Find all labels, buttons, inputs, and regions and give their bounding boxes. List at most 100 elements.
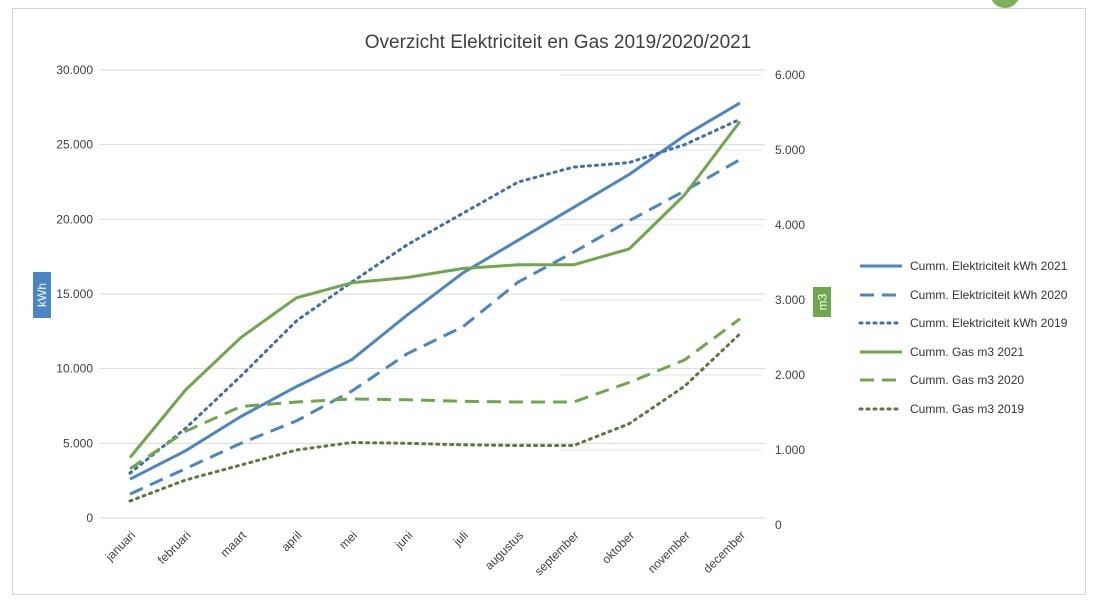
data-point <box>573 401 575 403</box>
data-point <box>351 359 353 361</box>
y-right-tick-label: 1.000 <box>775 443 805 457</box>
data-point <box>407 314 409 316</box>
data-point <box>240 416 242 418</box>
data-point <box>739 102 741 104</box>
legend-swatch <box>860 293 902 297</box>
data-point <box>573 445 575 447</box>
y-right-tick-label: 4.000 <box>775 218 805 232</box>
x-tick-label: december <box>700 528 748 576</box>
data-point <box>739 119 741 121</box>
series-line-0 <box>129 101 741 481</box>
data-point <box>129 472 131 474</box>
data-point <box>462 213 464 215</box>
data-point <box>407 353 409 355</box>
data-point <box>351 282 353 284</box>
data-point <box>185 389 187 391</box>
y-right-tick-label: 6.000 <box>775 68 805 82</box>
x-tick-label: mei <box>336 528 360 552</box>
data-point <box>462 444 464 446</box>
data-point <box>573 207 575 209</box>
y-left-tick-label: 5.000 <box>63 436 93 450</box>
data-point <box>739 121 741 123</box>
data-point <box>296 401 298 403</box>
data-point <box>462 401 464 403</box>
data-point <box>129 468 131 470</box>
data-point <box>573 166 575 168</box>
x-tick-label: januari <box>102 528 138 564</box>
legend: Cumm. Elektriciteit kWh 2021 Cumm. Elektr… <box>858 252 1067 423</box>
data-point <box>517 281 519 283</box>
series-line-1 <box>129 158 741 496</box>
data-point <box>296 386 298 388</box>
chart-frame <box>12 8 1086 595</box>
y-left-tick-label: 15.000 <box>56 287 93 301</box>
legend-label: Cumm. Gas m3 2020 <box>910 373 1025 388</box>
data-point <box>240 406 242 408</box>
corner-badge <box>990 0 1020 8</box>
legend-swatch <box>860 378 902 382</box>
data-point <box>129 478 131 480</box>
x-tick-label: juni <box>392 528 416 552</box>
data-point <box>739 333 741 335</box>
data-point <box>296 320 298 322</box>
y-right-tick-label: 2.000 <box>775 368 805 382</box>
x-tick-label: november <box>645 528 693 576</box>
data-point <box>684 135 686 137</box>
data-point <box>739 159 741 161</box>
data-point <box>351 398 353 400</box>
data-point <box>240 375 242 377</box>
data-point <box>129 493 131 495</box>
x-tick-label: augustus <box>482 528 526 572</box>
data-point <box>351 390 353 392</box>
data-point <box>185 468 187 470</box>
data-point <box>407 277 409 279</box>
series-line-5 <box>128 332 742 503</box>
legend-item: Cumm. Gas m3 2021 <box>858 338 1067 367</box>
data-point <box>129 500 131 502</box>
data-point <box>517 181 519 183</box>
data-point <box>628 382 630 384</box>
x-tick-label: februari <box>155 528 194 567</box>
data-point <box>684 144 686 146</box>
y-left-tick-label: 20.000 <box>56 212 93 226</box>
legend-swatch <box>860 350 902 354</box>
legend-label: Cumm. Gas m3 2019 <box>910 401 1025 416</box>
legend-item: Cumm. Gas m3 2019 <box>858 395 1067 424</box>
data-point <box>628 162 630 164</box>
data-point <box>628 248 630 250</box>
y-right-title: m3 <box>813 287 831 317</box>
data-point <box>462 326 464 328</box>
data-point <box>240 443 242 445</box>
data-point <box>185 450 187 452</box>
x-tick-label: juli <box>450 528 471 549</box>
series-line-3 <box>128 120 742 459</box>
series-line-4 <box>129 317 741 471</box>
data-point <box>296 420 298 422</box>
x-tick-label: maart <box>217 528 249 560</box>
legend-label: Cumm. Elektriciteit kWh 2020 <box>910 287 1068 302</box>
data-point <box>296 297 298 299</box>
y-left-tick-label: 25.000 <box>56 138 93 152</box>
y-right-tick-label: 5.000 <box>775 143 805 157</box>
data-point <box>739 318 741 320</box>
data-point <box>628 423 630 425</box>
data-point <box>240 464 242 466</box>
data-point <box>296 449 298 451</box>
legend-label: Cumm. Gas m3 2021 <box>910 344 1025 359</box>
data-point <box>407 399 409 401</box>
data-point <box>185 479 187 481</box>
data-point <box>517 445 519 447</box>
chart-title: Overzicht Elektriciteit en Gas 2019/2020… <box>365 32 752 53</box>
data-point <box>517 401 519 403</box>
data-point <box>462 268 464 270</box>
legend-label: Cumm. Elektriciteit kWh 2019 <box>910 316 1068 331</box>
data-point <box>684 386 686 388</box>
legend-item: Cumm. Gas m3 2020 <box>858 366 1067 395</box>
legend-swatch <box>860 264 902 268</box>
data-point <box>573 251 575 253</box>
data-point <box>684 190 686 192</box>
legend-item: Cumm. Elektriciteit kWh 2020 <box>858 281 1067 310</box>
data-point <box>684 359 686 361</box>
y-left-tick-label: 10.000 <box>56 362 93 376</box>
